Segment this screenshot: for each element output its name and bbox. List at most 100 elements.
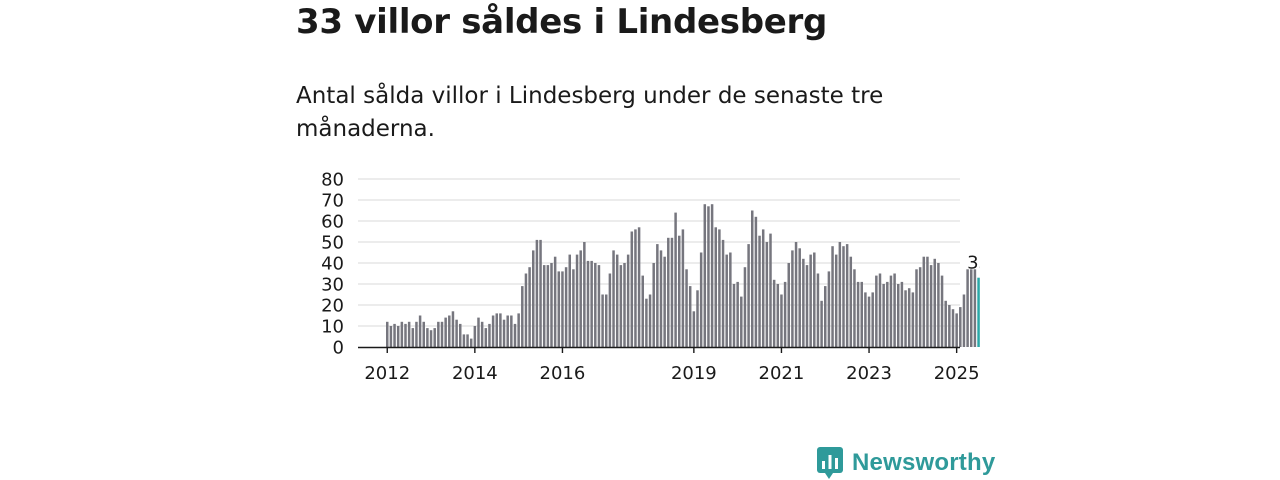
bar [751,210,754,347]
bar [937,263,940,347]
bar [597,265,601,347]
bar [426,328,429,347]
bar [729,252,732,347]
bar [940,275,944,347]
bar [842,246,845,347]
bar [893,273,896,347]
bar [510,315,513,347]
bar [718,229,721,347]
bar [400,321,404,347]
bar [911,292,915,347]
bar [878,273,882,347]
bar [860,281,863,347]
bar [743,267,747,347]
bar [783,281,787,347]
bar [856,281,860,347]
brand-name: Newsworthy [852,449,996,476]
bar [882,284,885,347]
bar [710,204,714,347]
bar [853,269,856,347]
bar [674,212,677,347]
bar [429,330,433,347]
bar [542,265,546,347]
bar [532,250,535,347]
bar [656,244,659,347]
bar [466,334,469,347]
bar [444,317,447,347]
x-tick-label: 2019 [671,363,717,384]
bar [415,321,418,347]
bar [590,260,593,347]
bar [897,284,900,347]
bar [736,281,739,347]
y-tick-label: 80 [321,170,344,191]
bar [641,275,644,347]
bar [802,258,805,347]
bar [747,244,750,347]
bar [411,328,415,347]
bar [396,326,400,347]
bar [418,315,422,347]
bar [816,273,820,347]
bar [834,254,838,347]
bar [838,242,842,347]
bar [681,229,685,347]
bar [929,265,933,347]
bar [480,321,484,347]
bar [692,311,696,347]
bar [791,250,794,347]
chart-subtitle: Antal sålda villor i Lindesberg under de… [296,83,884,142]
bar [491,315,495,347]
bar [626,254,630,347]
bar [900,281,904,347]
bar [462,334,466,347]
bar [948,305,951,347]
bar [776,284,780,347]
bar [440,321,444,347]
y-tick-label: 60 [321,212,344,233]
bar [831,246,834,347]
bar [827,271,831,347]
bar [721,239,725,347]
bar [867,296,871,347]
bar [780,294,783,347]
bar [473,326,477,347]
x-tick-label: 2016 [540,363,586,384]
highlight-value-label: 33 [967,253,980,274]
bar [918,267,922,347]
bar [875,275,878,347]
bar [886,281,889,347]
bar [889,275,893,347]
y-tick-label: 10 [321,317,344,338]
annotations: 33 [967,253,980,274]
bar [546,265,550,347]
bar [422,321,425,347]
bar [612,250,615,347]
bar [630,231,634,347]
bar [648,294,652,347]
bar [959,307,962,347]
bar [513,323,517,347]
bar [433,328,436,347]
bar [820,300,823,347]
bar [404,323,407,347]
bar [623,263,626,347]
bar [809,254,812,347]
x-tick-label: 2012 [364,363,410,384]
y-tick-label: 50 [321,233,344,254]
bar [904,290,907,347]
chart-title: 33 villor såldes i Lindesberg [296,2,828,42]
bar [437,321,440,347]
bar [732,284,736,347]
bar [703,204,707,347]
bar [699,252,703,347]
bar [615,254,619,347]
bar-chart-logo-icon [817,447,843,479]
y-tick-label: 0 [333,338,344,359]
bar [521,286,524,347]
bar [787,263,790,347]
bar [586,260,590,347]
bar [670,237,674,347]
bar [933,258,936,347]
